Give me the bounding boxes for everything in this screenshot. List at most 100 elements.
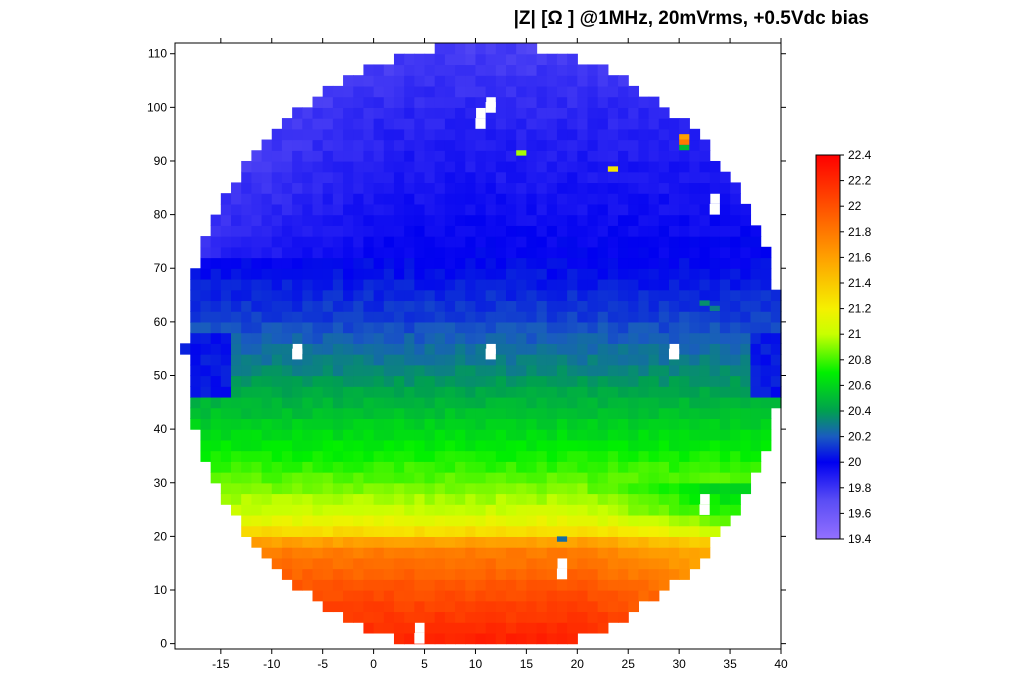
heatmap-cell [312,225,324,237]
heatmap-cell [699,514,711,527]
heatmap-cell [261,311,273,323]
heatmap-cell [485,622,497,634]
heatmap-cell [414,579,426,591]
heatmap-cell [241,300,252,312]
heatmap-cell [475,396,487,409]
heatmap-cell [709,171,721,184]
heatmap-cell [200,300,212,312]
heatmap-cell [261,332,273,344]
heatmap-cell [750,321,762,334]
heatmap-cell [373,96,385,108]
heatmap-cell [618,386,629,398]
heatmap-cell [679,289,690,302]
heatmap-cell [414,547,426,559]
heatmap-cell [536,246,548,259]
heatmap-cell [373,118,385,130]
heatmap-cell [719,461,731,473]
heatmap-cell [506,332,517,344]
heatmap-cell [546,246,558,259]
heatmap-cell [495,354,507,366]
heatmap-cell [475,139,487,151]
heatmap-cell [648,472,660,484]
heatmap-cell [556,450,568,462]
heatmap-cell [567,536,578,548]
heatmap-cell [251,536,263,548]
heatmap-cell [434,85,446,98]
heatmap-cell [719,171,731,184]
heatmap-cell [343,332,354,344]
heatmap-cell [312,579,324,591]
heatmap-cell [506,321,517,334]
heatmap-cell [332,300,344,312]
heatmap-cell [648,461,660,473]
heatmap-cell [332,354,344,366]
x-tick-label: 5 [421,657,428,671]
heatmap-cell [414,386,426,398]
heatmap-cell [740,472,752,484]
heatmap-cell [587,289,599,302]
heatmap-cell [465,450,477,462]
heatmap-cell [618,128,629,141]
heatmap-cell [475,75,487,87]
heatmap-cell [709,354,721,366]
heatmap-cell [241,461,252,473]
heatmap-cell [607,343,619,355]
heatmap-cell [434,472,446,484]
heatmap-cell [648,332,660,344]
heatmap-cell [332,118,344,130]
heatmap-cell [414,311,426,323]
heatmap-cell [332,311,344,323]
heatmap-cell [312,504,324,516]
heatmap-cell [526,482,538,495]
heatmap-cell [455,236,466,248]
heatmap-cell [465,568,477,580]
heatmap-cell [393,300,405,312]
heatmap-cell [373,429,385,441]
heatmap-cell [526,525,538,537]
heatmap-cell [536,536,548,548]
heatmap-cell [414,246,426,259]
heatmap-cell [689,236,701,248]
heatmap-cell [343,525,354,537]
heatmap-cell [312,493,324,505]
heatmap-cell [434,182,446,194]
heatmap-cell [740,332,752,344]
heatmap-cell [648,182,660,194]
heatmap-cell [281,236,293,248]
heatmap-cell [353,611,365,623]
heatmap-cell [363,396,375,409]
heatmap-cell [709,278,721,291]
heatmap-cell [251,429,263,441]
heatmap-cell [343,311,354,323]
heatmap-cell [332,439,344,452]
heatmap-cell [638,171,650,184]
heatmap-cell [638,118,650,130]
heatmap-cell [546,118,558,130]
heatmap-cell [618,611,629,623]
heatmap-cell [393,386,405,398]
heatmap-cell [281,128,293,141]
heatmap-cell [556,278,568,291]
heatmap-cell [404,214,415,226]
heatmap-cell [577,225,589,237]
heatmap-cell [699,321,711,334]
heatmap-cell [648,150,660,162]
heatmap-cell [577,128,589,141]
heatmap-cell [556,118,568,130]
outlier-cell [679,139,690,145]
heatmap-cell [281,278,293,291]
heatmap-cell [750,396,762,409]
heatmap-cell [628,568,640,580]
heatmap-cell [658,300,670,312]
heatmap-cell [526,632,538,645]
heatmap-cell [383,504,395,516]
heatmap-cell [465,193,477,205]
heatmap-cell [465,171,477,184]
heatmap-cell [210,321,222,334]
heatmap-cell [281,225,293,237]
heatmap-cell [607,203,619,216]
heatmap-cell [251,321,263,334]
heatmap-cell [271,128,283,141]
heatmap-cell [607,311,619,323]
heatmap-cell [567,321,578,334]
